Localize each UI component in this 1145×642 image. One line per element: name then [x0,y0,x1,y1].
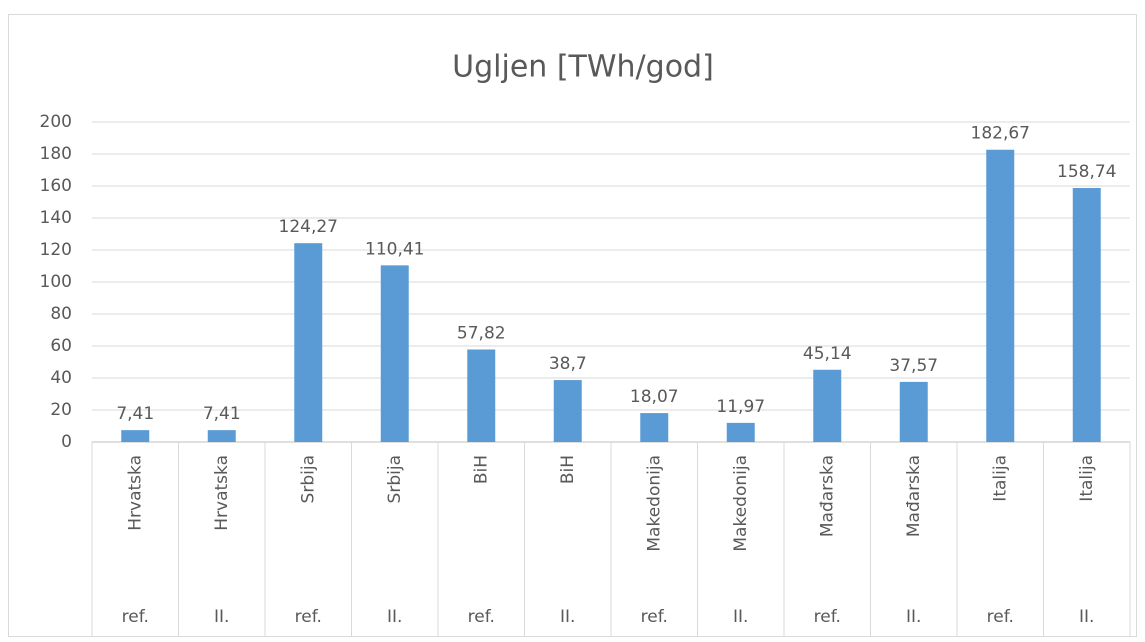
y-tick-label: 100 [40,272,72,292]
data-label: 38,7 [549,354,587,374]
x-tick-label: Italija [990,455,1010,502]
x-tick-label: Hrvatska [125,455,145,531]
x-group-label: II. [214,607,229,627]
data-label: 37,57 [889,356,938,376]
x-group-label: ref. [468,607,495,627]
x-group-label: ref. [641,607,668,627]
y-tick-label: 60 [50,336,72,356]
x-tick-label: Italija [1077,455,1097,502]
y-tick-label: 140 [40,208,72,228]
y-tick-label: 0 [61,432,72,452]
data-label: 7,41 [116,404,154,424]
bar [986,149,1015,442]
y-tick-label: 80 [50,304,72,324]
data-label: 7,41 [203,404,241,424]
x-tick-label: Srbija [298,455,318,503]
bar [380,265,409,442]
x-tick-label: BiH [558,455,578,484]
bar [1072,188,1101,442]
data-label: 110,41 [365,239,424,259]
x-tick-label: Srbija [385,455,405,503]
x-group-label: ref. [122,607,149,627]
bar [467,349,496,442]
y-tick-label: 120 [40,240,72,260]
x-group-label: II. [906,607,921,627]
x-tick-label: Makedonija [644,455,664,552]
bar [726,422,755,442]
bar [294,243,323,442]
x-tick-label: Mađarska [817,455,837,537]
x-group-label: ref. [987,607,1014,627]
data-label: 124,27 [279,217,338,237]
x-tick-label: Makedonija [731,455,751,552]
x-group-label: II. [387,607,402,627]
data-label: 57,82 [457,323,506,343]
y-tick-label: 160 [40,176,72,196]
chart-title: Ugljen [TWh/god] [452,50,714,85]
x-tick-label: Mađarska [904,455,924,537]
bar [207,430,236,442]
data-label: 11,97 [716,397,765,417]
bar [553,380,582,442]
x-group-label: II. [733,607,748,627]
x-tick-label: BiH [471,455,491,484]
data-label: 18,07 [630,387,679,407]
y-tick-label: 40 [50,368,72,388]
bar [640,413,669,442]
x-group-label: ref. [295,607,322,627]
y-tick-label: 200 [40,112,72,132]
chart-border [8,14,1137,637]
y-tick-label: 180 [40,144,72,164]
x-group-label: ref. [814,607,841,627]
bar [121,430,150,442]
data-label: 158,74 [1057,162,1116,182]
data-label: 45,14 [803,344,852,364]
bar [813,369,842,442]
y-tick-label: 20 [50,400,72,420]
x-group-label: II. [560,607,575,627]
x-group-label: II. [1079,607,1094,627]
x-tick-label: Hrvatska [212,455,232,531]
bar [899,381,928,442]
data-label: 182,67 [971,124,1030,144]
